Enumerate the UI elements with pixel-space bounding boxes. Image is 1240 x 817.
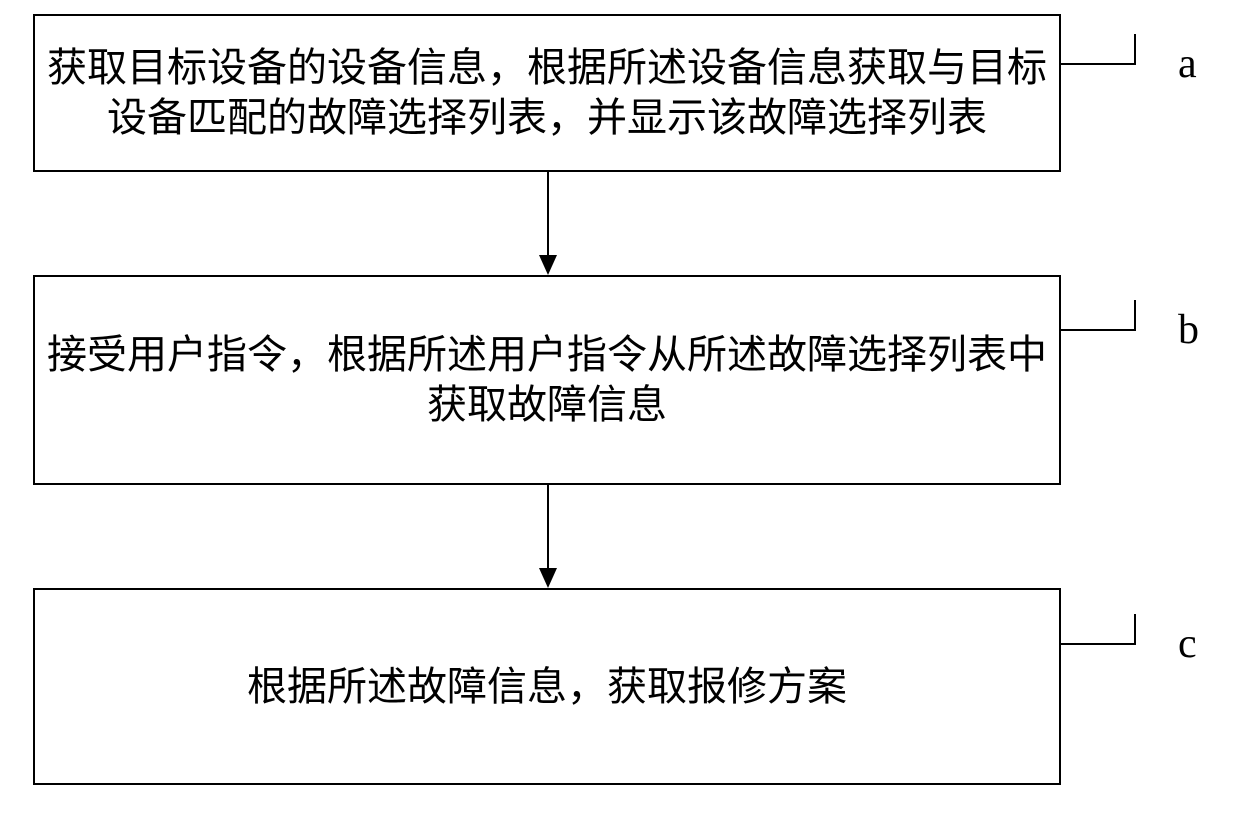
node-c-text: 根据所述故障信息，获取报修方案 bbox=[247, 662, 847, 712]
flowchart-node-a: 获取目标设备的设备信息，根据所述设备信息获取与目标设备匹配的故障选择列表，并显示… bbox=[33, 14, 1061, 172]
node-label-a: a bbox=[1178, 40, 1197, 88]
flowchart-node-c: 根据所述故障信息，获取报修方案 bbox=[33, 588, 1061, 785]
node-label-b: b bbox=[1178, 306, 1199, 354]
node-label-c: c bbox=[1178, 620, 1197, 668]
node-b-text: 接受用户指令，根据所述用户指令从所述故障选择列表中获取故障信息 bbox=[45, 330, 1049, 430]
node-a-text: 获取目标设备的设备信息，根据所述设备信息获取与目标设备匹配的故障选择列表，并显示… bbox=[45, 43, 1049, 143]
flowchart-node-b: 接受用户指令，根据所述用户指令从所述故障选择列表中获取故障信息 bbox=[33, 275, 1061, 485]
flowchart-canvas: 获取目标设备的设备信息，根据所述设备信息获取与目标设备匹配的故障选择列表，并显示… bbox=[0, 0, 1240, 817]
